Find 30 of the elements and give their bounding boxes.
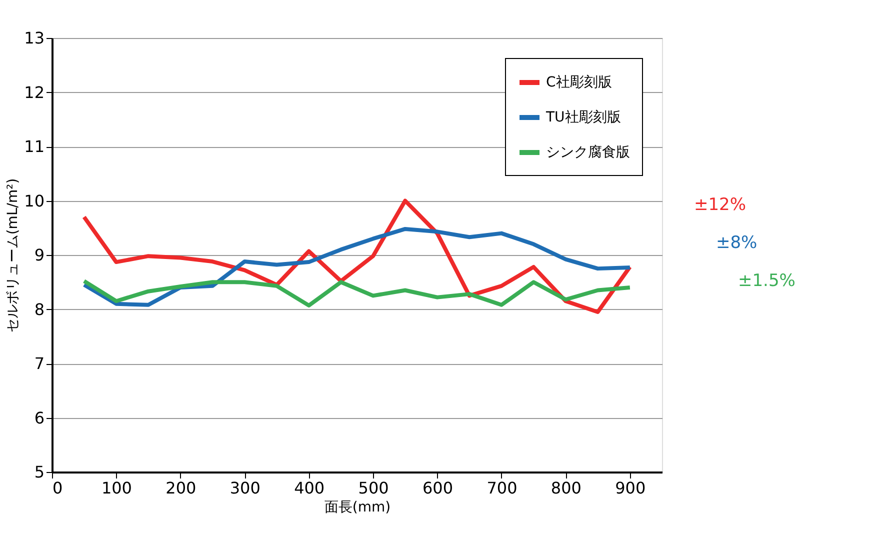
x-tick-label: 200 xyxy=(166,478,196,498)
x-tick-label: 400 xyxy=(294,478,325,498)
y-tick-label: 10 xyxy=(24,191,44,210)
line-series xyxy=(82,226,632,307)
y-tick-label: 11 xyxy=(24,137,44,156)
x-tick-label: 0 xyxy=(52,478,63,498)
y-tick-label: 9 xyxy=(34,246,44,264)
x-tick-label: 500 xyxy=(358,478,389,498)
legend-label: C社彫刻版 xyxy=(546,74,612,90)
y-tick-label: 12 xyxy=(24,82,44,102)
x-tick-label: 900 xyxy=(615,478,646,498)
legend-label: TU社彫刻版 xyxy=(545,110,621,126)
x-tick-label: 600 xyxy=(422,478,454,498)
y-tick-label: 8 xyxy=(34,300,44,319)
text: ±8% xyxy=(716,233,758,253)
text: ±1.5% xyxy=(738,271,796,291)
x-axis-title: 面長(mm) xyxy=(324,500,391,516)
x-tick-label: 100 xyxy=(101,478,132,498)
line-series xyxy=(82,198,632,314)
x-tick-label: 300 xyxy=(230,478,260,498)
y-tick-label: 5 xyxy=(34,462,44,482)
y-tick-label: 6 xyxy=(34,408,44,428)
legend-label: シンク腐食版 xyxy=(546,144,630,160)
y-axis-title: セルボリューム(mL/m²) xyxy=(5,178,22,333)
y-tick-label: 13 xyxy=(24,28,44,48)
x-tick-label: 800 xyxy=(550,478,582,498)
text: ±12% xyxy=(694,195,746,215)
x-tick-label: 700 xyxy=(486,478,518,498)
y-tick-label: 7 xyxy=(34,354,44,373)
line-series xyxy=(82,279,632,308)
